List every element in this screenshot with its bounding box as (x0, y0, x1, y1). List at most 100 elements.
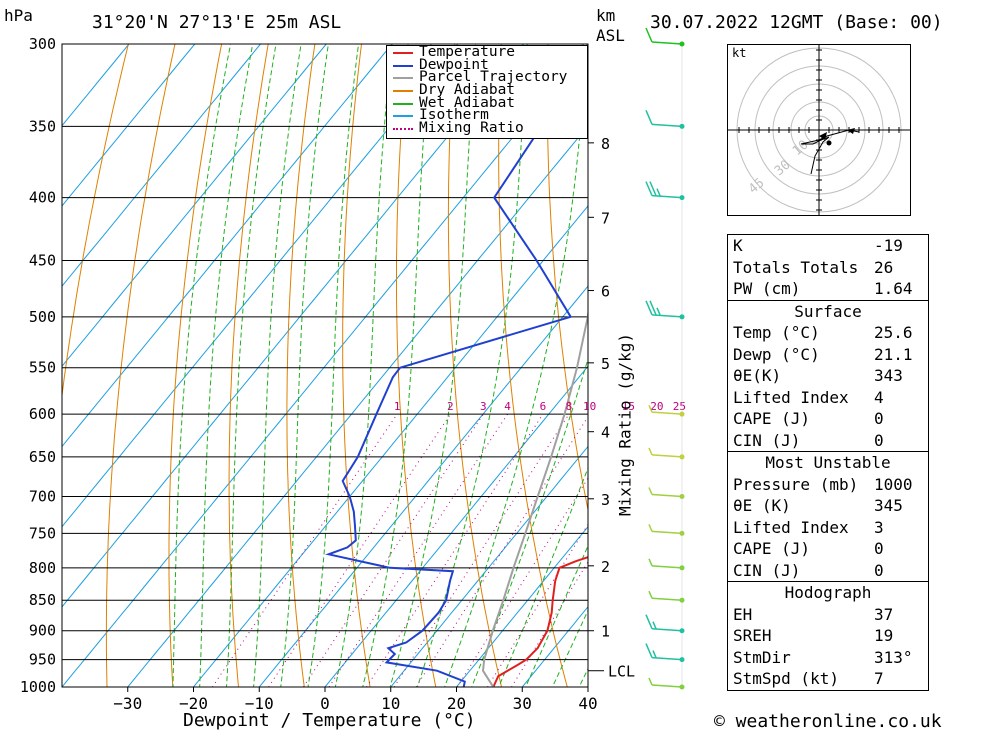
hodograph-arrow (847, 128, 855, 134)
pressure-tick-label: 750 (29, 524, 56, 542)
surface-li-row: Lifted Index 4 (733, 387, 884, 407)
legend-swatch (393, 102, 413, 105)
surface-cape-row: CAPE (J) 0 (733, 409, 884, 428)
legend-swatch (393, 64, 413, 67)
pressure-tick-label: 950 (29, 651, 56, 669)
mixing-ratio-label: 1 (394, 400, 401, 413)
mixing-ratio-label: 2 (447, 400, 454, 413)
most-unstable-title: Most Unstable (765, 453, 891, 472)
chart-legend: Temperature Dewpoint Parcel Trajectory Dry … (386, 45, 588, 139)
mu-cin-row: CIN (J) 0 (733, 560, 884, 580)
wind-barb (645, 27, 685, 47)
surface-dewp-row: Dewp (°C) 21.1 (733, 344, 913, 364)
pressure-tick-label: 700 (29, 488, 56, 506)
surface-title: Surface (794, 301, 862, 321)
wind-barb (645, 643, 685, 663)
mu-thetae-row: θE (K) 345 (733, 496, 903, 515)
wind-barb (648, 524, 685, 536)
legend-swatch (393, 52, 413, 54)
legend-swatch (393, 90, 413, 93)
legend-swatch (393, 115, 413, 118)
dry-adiabat-line (950, 0, 1000, 713)
copyright-link[interactable]: © weatheronline.co.uk (714, 711, 942, 732)
isotherm-line (62, 44, 196, 207)
legend-label: Dry Adiabat (419, 82, 516, 99)
dry-adiabat-line (62, 44, 129, 400)
x-tick-label: −10 (245, 694, 274, 713)
dry-adiabat-line (342, 44, 371, 687)
legend-entry: Isotherm (387, 108, 587, 123)
legend-label: Temperature (419, 44, 516, 60)
wet-adiabat-line (253, 44, 302, 687)
wind-barb (648, 404, 685, 417)
wind-barb (645, 300, 685, 320)
asl-unit-label: ASL (596, 26, 625, 45)
sreh-row: SREH 19 (733, 626, 894, 645)
wind-barb (648, 447, 685, 460)
mixing-ratio-label: 4 (504, 400, 511, 413)
surface-thetae-row: θE(K) 343 (733, 366, 903, 385)
x-tick-label: 10 (381, 694, 400, 713)
pressure-tick-label: 650 (29, 448, 56, 466)
legend-label: Dewpoint (419, 56, 489, 73)
mixing-ratio-axis-label: Mixing Ratio (g/kg) (615, 332, 635, 517)
pressure-tick-label: 550 (29, 359, 56, 377)
datetime-title: 30.07.2022 12GMT (Base: 00) (650, 12, 943, 33)
hodograph-arrow (819, 132, 827, 140)
pressure-tick-label: 800 (29, 559, 56, 577)
legend-swatch (393, 128, 413, 131)
isotherm-line (62, 44, 262, 287)
mixing-ratio-label: 8 (566, 400, 573, 413)
dry-adiabat-line (595, 0, 708, 713)
pressure-tick-label: 350 (29, 117, 56, 135)
mixing-ratio-label: 15 (622, 400, 635, 413)
k-index-row: K -19 (733, 236, 903, 255)
mixing-ratio-line (268, 413, 451, 687)
pressure-tick-label: 400 (29, 189, 56, 207)
km-tick-label: 7 (601, 209, 610, 227)
x-tick-label: 0 (320, 694, 330, 713)
wind-barb (648, 590, 685, 603)
isotherm-line (62, 44, 393, 448)
temperature-line (492, 556, 588, 687)
legend-label: Mixing Ratio (419, 120, 524, 137)
km-tick-label: 1 (601, 623, 610, 641)
totals-totals-row: Totals Totals 26 (733, 257, 894, 277)
dry-adiabat-line (286, 44, 316, 687)
isotherm-line (521, 606, 588, 687)
isotherm-line (455, 525, 588, 687)
x-tick-label: −30 (113, 694, 142, 713)
mixing-ratio-label: 6 (540, 400, 547, 413)
parcel-trajectory-line (481, 44, 588, 687)
dry-adiabat-line (168, 44, 223, 687)
eh-row: EH 37 (733, 604, 894, 624)
km-tick-label: 3 (601, 491, 610, 509)
wind-barb (648, 487, 685, 500)
pressure-tick-label: 450 (29, 252, 56, 270)
mu-pressure-row: Pressure (mb) 1000 (733, 474, 913, 494)
wind-barb (648, 558, 685, 571)
km-tick-label: 2 (601, 558, 610, 576)
dewpoint-line (325, 92, 588, 687)
pw-row: PW (cm) 1.64 (733, 279, 913, 298)
x-tick-label: 20 (447, 694, 466, 713)
pressure-tick-label: 850 (29, 591, 56, 609)
mixing-ratio-line (328, 413, 508, 687)
pressure-tick-label: 300 (29, 35, 56, 53)
wind-barb (645, 181, 685, 201)
surface-temp-row: Temp (°C) 25.6 (733, 323, 913, 342)
stmspd-row: StmSpd (kt) 7 (733, 669, 884, 688)
pressure-tick-label: 1000 (20, 678, 56, 696)
legend-label: Parcel Trajectory (419, 69, 568, 86)
mixing-ratio-label: 10 (583, 400, 596, 413)
mu-cape-row: CAPE (J) 0 (733, 539, 884, 558)
legend-entry: Mixing Ratio (387, 120, 587, 137)
km-tick-label: 5 (601, 355, 610, 373)
hodograph-unit-label: kt (732, 46, 746, 60)
surface-cin-row: CIN (J) 0 (733, 430, 884, 450)
wind-barb (648, 677, 685, 690)
wet-adiabat-line (551, 609, 588, 687)
km-tick-label: 8 (601, 135, 610, 153)
